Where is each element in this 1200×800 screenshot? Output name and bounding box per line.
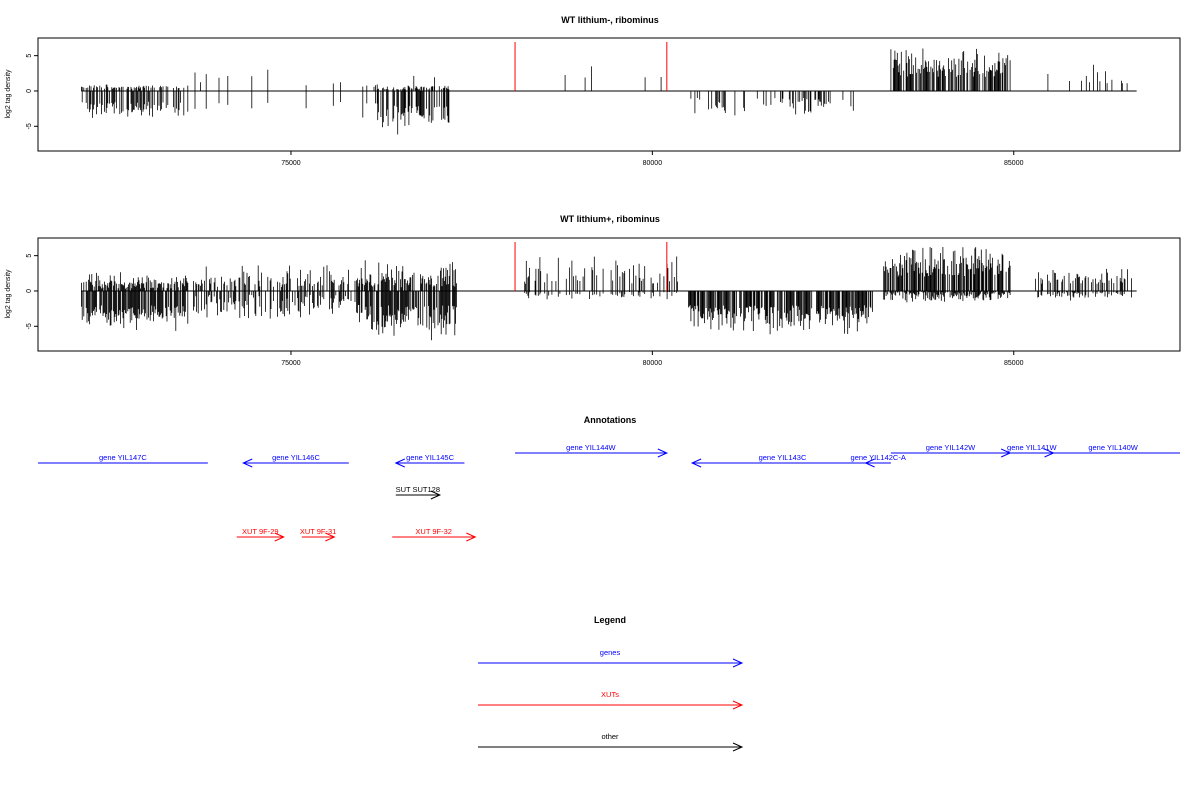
y-tick-label: -5 <box>26 123 33 129</box>
density-bars <box>81 247 1132 341</box>
feature-7: gene YIL141W <box>1007 443 1057 458</box>
feature-12: XUT 9F-32 <box>392 527 477 542</box>
y-axis-label: log2 tag density <box>5 269 12 319</box>
legend-label: genes <box>600 648 621 657</box>
marker-lines <box>514 242 668 291</box>
arrow-right-icon <box>325 532 336 542</box>
feature-0: gene YIL147C <box>38 453 208 464</box>
y-tick-label: 0 <box>26 289 33 293</box>
legend-label: XUTs <box>601 690 619 699</box>
feature-8: gene YIL140W <box>1046 443 1180 454</box>
feature-label: gene YIL145C <box>406 453 454 462</box>
feature-2: gene YIL145C <box>394 453 465 468</box>
feature-label: gene YIL141W <box>1007 443 1057 452</box>
legend-title: Legend <box>594 615 626 625</box>
annotations-title: Annotations <box>584 415 637 425</box>
y-tick-label: 5 <box>26 54 33 58</box>
x-ticks: 75000 80000 85000 <box>281 151 1024 167</box>
annotation-features: gene YIL147C gene YIL146C gene YIL145C gene… <box>38 443 1180 542</box>
x-tick-label: 75000 <box>281 360 301 367</box>
legend-label: other <box>601 732 619 741</box>
arrow-right-icon <box>657 448 669 458</box>
arrow-right-icon <box>732 658 744 668</box>
feature-label: XUT 9F-32 <box>415 527 452 536</box>
x-tick-label: 80000 <box>643 360 663 367</box>
y-tick-label: 0 <box>26 89 33 93</box>
x-tick-label: 85000 <box>1004 160 1024 167</box>
y-tick-label: 5 <box>26 254 33 258</box>
arrow-left-icon <box>690 458 702 468</box>
feature-label: gene YIL147C <box>99 453 147 462</box>
feature-label: gene YIL142W <box>926 443 976 452</box>
y-ticks: -5 0 5 <box>26 54 38 129</box>
arrow-right-icon <box>430 490 442 500</box>
panel-title: WT lithium-, ribominus <box>561 15 659 25</box>
y-axis-label: log2 tag density <box>5 69 12 119</box>
legend-items: genes XUTs other <box>478 648 744 752</box>
arrow-right-icon <box>732 700 744 710</box>
arrow-right-icon <box>466 532 477 542</box>
panel-title: WT lithium+, ribominus <box>560 214 660 224</box>
arrow-right-icon <box>732 742 744 752</box>
feature-label: gene YIL143C <box>759 453 807 462</box>
track-panel-lithium-minus: WT lithium-, ribominus log2 tag density … <box>5 15 1181 167</box>
plot-frame <box>37 37 1181 152</box>
feature-4: gene YIL143C <box>690 453 873 468</box>
arrow-right-icon <box>274 532 285 542</box>
feature-1: gene YIL146C <box>242 453 349 468</box>
x-tick-label: 85000 <box>1004 360 1024 367</box>
legend-item-2: other <box>478 732 744 752</box>
x-ticks: 75000 80000 85000 <box>281 351 1024 367</box>
feature-label: gene YIL140W <box>1088 443 1138 452</box>
feature-label: gene YIL146C <box>272 453 320 462</box>
density-bars <box>81 48 1128 135</box>
x-tick-label: 75000 <box>281 160 301 167</box>
arrow-left-icon <box>394 458 405 468</box>
annotations-panel: Annotations gene YIL147C gene YIL146C gene… <box>38 415 1180 542</box>
feature-3: gene YIL144W <box>515 443 669 458</box>
feature-label: XUT 9F-29 <box>242 527 279 536</box>
x-tick-label: 80000 <box>643 160 663 167</box>
marker-lines <box>514 42 668 91</box>
y-ticks: -5 0 5 <box>26 254 38 329</box>
y-tick-label: -5 <box>26 323 33 329</box>
legend-item-0: genes <box>478 648 744 668</box>
legend-item-1: XUTs <box>478 690 744 710</box>
feature-10: XUT 9F-29 <box>236 527 285 542</box>
feature-6: gene YIL142W <box>890 443 1012 458</box>
feature-label: gene YIL144W <box>566 443 616 452</box>
arrow-left-icon <box>242 458 253 468</box>
arrow-left-icon <box>864 458 875 468</box>
track-panel-lithium-plus: WT lithium+, ribominus log2 tag density … <box>5 214 1181 367</box>
plot-frame <box>37 237 1181 352</box>
feature-label: SUT SUT128 <box>396 485 440 494</box>
feature-5: gene YIL142C-A <box>851 453 906 468</box>
feature-label: XUT 9F-31 <box>300 527 337 536</box>
feature-9: SUT SUT128 <box>396 485 442 500</box>
feature-label: gene YIL142C-A <box>851 453 906 462</box>
feature-11: XUT 9F-31 <box>300 527 337 542</box>
legend-panel: Legend genes XUTs other <box>478 615 744 752</box>
